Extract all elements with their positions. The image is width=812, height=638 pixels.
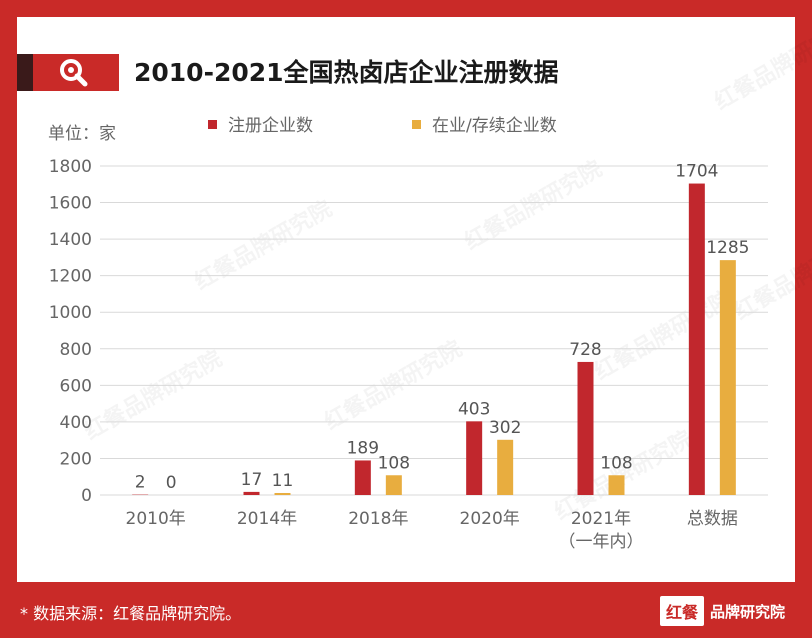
logo-name: 品牌研究院 xyxy=(710,602,786,621)
watermark-text: 红餐品牌研究院 xyxy=(590,286,736,386)
bar xyxy=(466,421,483,495)
bar xyxy=(274,492,291,495)
y-tick-label: 200 xyxy=(60,449,92,469)
y-tick-label: 1400 xyxy=(49,230,92,250)
data-label: 17 xyxy=(241,470,263,490)
watermark-text: 红餐品牌研究院 xyxy=(80,346,226,446)
y-tick-label: 800 xyxy=(60,340,92,360)
bar xyxy=(497,439,514,495)
data-label: 1704 xyxy=(675,162,718,182)
title-accent-red xyxy=(33,54,119,91)
chart-panel: 2010-2021全国热卤店企业注册数据 xyxy=(17,17,795,582)
bar xyxy=(719,260,736,495)
data-label: 2 xyxy=(135,473,146,493)
legend-label: 注册企业数 xyxy=(228,116,313,136)
legend: 注册企业数 在业/存续企业数 xyxy=(208,116,557,136)
search-icon xyxy=(60,59,88,87)
chart-title: 2010-2021全国热卤店企业注册数据 xyxy=(134,58,559,87)
legend-swatch xyxy=(208,120,217,129)
bar xyxy=(577,361,594,495)
watermark-text: 红餐品牌研究院 xyxy=(190,196,336,296)
watermark-text: 红餐品牌研究院 xyxy=(460,156,606,256)
data-label: 0 xyxy=(166,473,177,493)
unit-label: 单位：家 xyxy=(48,124,116,144)
x-tick-label: 总数据 xyxy=(687,509,738,529)
y-tick-label: 400 xyxy=(60,413,92,433)
data-label: 108 xyxy=(378,453,410,473)
data-label: 302 xyxy=(489,418,521,438)
x-axis-labels: 2010年 2014年 2018年 2020年 2021年（一年内） 总数据 xyxy=(126,509,738,552)
legend-label: 在业/存续企业数 xyxy=(432,116,557,136)
gridlines xyxy=(100,165,768,496)
title-accent-dark xyxy=(17,54,33,91)
bar xyxy=(385,475,402,495)
bar-chart: 红餐品牌研究院 红餐品牌研究院红餐品牌研究院红餐品牌研究院红餐品牌研究院红餐品牌研… xyxy=(48,16,812,552)
data-label: 728 xyxy=(569,340,601,360)
y-tick-label: 1600 xyxy=(49,194,92,214)
source-note: * 数据来源：红餐品牌研究院。 xyxy=(20,604,242,623)
data-label: 189 xyxy=(347,438,379,458)
bar xyxy=(688,183,705,495)
title-bar xyxy=(17,54,137,98)
bar xyxy=(354,460,371,495)
footer-logo: 红餐 品牌研究院 xyxy=(660,596,785,626)
x-tick-label: 2018年 xyxy=(348,509,408,529)
y-tick-label: 1000 xyxy=(49,303,92,323)
logo-mark: 红餐 xyxy=(660,596,705,626)
y-tick-label: 1200 xyxy=(49,267,92,287)
x-tick-label: 2020年 xyxy=(460,509,520,529)
y-tick-label: 1800 xyxy=(49,157,92,177)
data-label: 1285 xyxy=(706,238,749,258)
bar xyxy=(608,475,625,495)
data-label: 108 xyxy=(600,453,632,473)
data-label: 403 xyxy=(458,399,490,419)
x-tick-label: 2014年 xyxy=(237,509,297,529)
watermark-text: 红餐品牌研究院 xyxy=(710,16,812,116)
legend-swatch xyxy=(412,120,421,129)
y-axis-ticks: 0 200 400 600 800 1000 1200 1400 1600 1800 xyxy=(49,157,92,506)
x-tick-label: 2010年 xyxy=(126,509,186,529)
y-tick-label: 600 xyxy=(60,376,92,396)
bar xyxy=(243,491,260,495)
data-label: 11 xyxy=(272,471,294,491)
x-tick-label: 2021年（一年内） xyxy=(559,509,644,552)
y-tick-label: 0 xyxy=(81,486,92,506)
